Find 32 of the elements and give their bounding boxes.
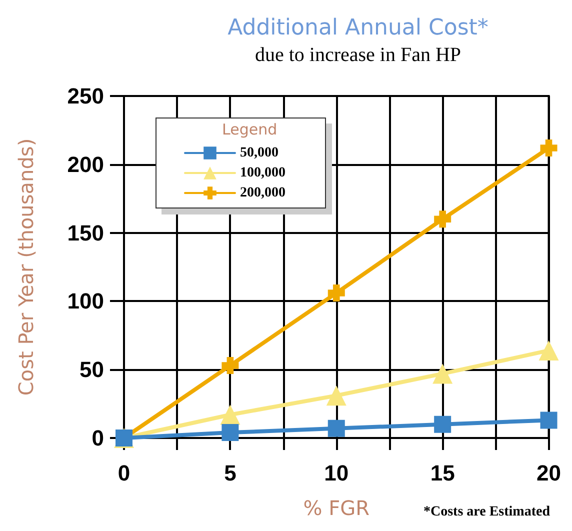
point <box>328 420 345 437</box>
x-tick-label: 20 <box>536 460 562 486</box>
y-axis-title: Cost Per Year (thousands) <box>14 138 38 396</box>
chart-title: Additional Annual Cost* <box>228 16 488 40</box>
point <box>432 364 453 384</box>
y-tick-label: 50 <box>80 357 104 382</box>
point <box>222 424 239 442</box>
y-tick-label: 250 <box>67 84 104 108</box>
point <box>540 139 558 156</box>
y-tick-label: 100 <box>67 288 104 314</box>
legend-label: 100,000 <box>240 166 286 180</box>
text: *Costs are Estimated <box>423 504 550 520</box>
point <box>538 340 559 360</box>
point <box>220 404 240 425</box>
x-tick-label: 0 <box>118 460 130 486</box>
legend-title: Legend <box>222 120 278 138</box>
x-axis-title: % FGR <box>303 496 370 520</box>
x-tick-label: 10 <box>324 460 349 486</box>
legend-label: 200,000 <box>240 186 286 200</box>
point <box>540 412 558 429</box>
x-tick-label: 5 <box>224 460 236 486</box>
point <box>328 284 345 302</box>
point <box>326 386 346 406</box>
legend-label: 50,000 <box>240 146 278 160</box>
point <box>434 210 452 228</box>
chart-subtitle: due to increase in Fan HP <box>254 44 462 66</box>
y-tick-label: 150 <box>67 220 104 246</box>
x-tick-label: 15 <box>430 460 455 486</box>
point <box>434 416 452 433</box>
y-tick-label: 0 <box>92 426 104 450</box>
point <box>222 356 239 374</box>
y-tick-label: 200 <box>67 152 104 177</box>
